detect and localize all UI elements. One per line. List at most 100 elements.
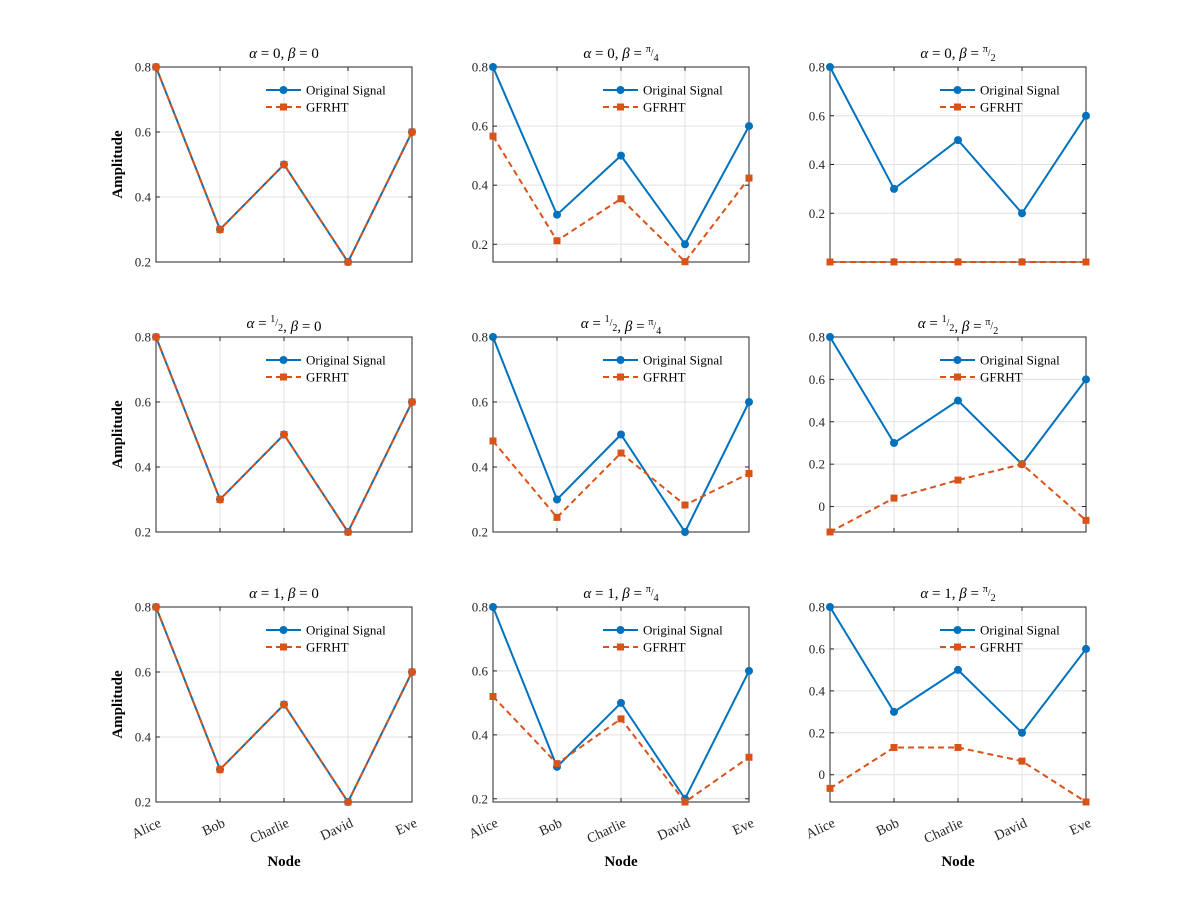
data-point-gfrht [954, 258, 962, 266]
data-point-original [617, 430, 625, 439]
panel-title-text: α = 0, β = 0 [249, 46, 319, 62]
panel-title: α = 0, β = π/2 [920, 44, 995, 64]
data-point-gfrht [553, 760, 561, 768]
title-part: 0 [944, 46, 952, 62]
title-part: = [630, 586, 646, 602]
legend-original-label: Original Signal [643, 83, 723, 98]
title-part: 1 [942, 314, 947, 325]
x-tick-label: Eve [1068, 816, 1094, 839]
legend-original-label: Original Signal [306, 353, 386, 368]
data-point-gfrht [344, 258, 352, 266]
x-tick-label: Bob [200, 816, 227, 839]
title-part: α [581, 316, 590, 332]
title-part: 1 [605, 314, 610, 325]
data-point-original [1082, 111, 1090, 120]
title-part: 4 [654, 53, 659, 64]
panel-title-text: α = 1/2, β = π/2 [918, 314, 998, 337]
title-part: 0 [314, 319, 322, 335]
legend-original-marker [953, 356, 962, 364]
x-tick-label: Alice [467, 816, 501, 842]
panel-title-text: α = 0, β = π/4 [583, 44, 658, 64]
y-axis-label: Amplitude [110, 130, 126, 199]
panel-title-text: α = 1/2, β = 0 [246, 314, 321, 335]
title-part: / [653, 321, 656, 332]
data-point-gfrht [954, 743, 962, 751]
title-part: π [646, 44, 651, 55]
panel-title-text: α = 1, β = 0 [249, 586, 319, 602]
data-point-gfrht [553, 513, 561, 521]
title-part: β [621, 586, 630, 602]
title-part: π [983, 44, 988, 55]
data-point-gfrht [826, 784, 834, 792]
data-point-gfrht [890, 494, 898, 502]
y-axis-label: Amplitude [110, 400, 126, 469]
y-tick-label: 0.8 [472, 330, 488, 345]
title-part: α [249, 46, 258, 62]
subplot-9: 0 0.2 0.4 0.6 0.8 Alice Bob Charlie David Eve Node… [804, 584, 1094, 870]
legend-original-marker [279, 356, 288, 364]
panel-title-text: α = 0, β = π/2 [920, 44, 995, 64]
x-tick-label: Charlie [922, 816, 966, 847]
legend-gfrht-marker [954, 103, 961, 111]
y-tick-label: 0.4 [135, 460, 152, 475]
data-point-gfrht [152, 603, 160, 611]
data-point-gfrht [617, 195, 625, 203]
title-part: , [615, 586, 623, 602]
title-part: β [287, 586, 296, 602]
title-part: α [918, 316, 927, 332]
title-part: / [988, 48, 991, 59]
title-part: = [295, 46, 311, 62]
title-part: , [952, 586, 960, 602]
data-point-gfrht [1082, 516, 1090, 524]
data-point-gfrht [280, 431, 288, 438]
title-part: = [257, 46, 273, 62]
title-part: , [615, 46, 623, 62]
legend-original-label: Original Signal [306, 83, 386, 98]
y-tick-label: 0.6 [135, 665, 152, 680]
title-part: β [287, 46, 296, 62]
legend-gfrht-label: GFRHT [980, 370, 1023, 385]
series-gfrht-line [829, 746, 1087, 803]
y-tick-label: 0.6 [135, 125, 152, 140]
y-tick-label: 0.2 [472, 237, 488, 252]
y-tick-label: 0.8 [809, 330, 825, 345]
data-point-original [1018, 728, 1026, 737]
y-tick-label: 0.4 [472, 727, 489, 742]
data-point-gfrht [681, 798, 689, 806]
title-part: 1 [607, 586, 615, 602]
title-part: 4 [656, 326, 661, 337]
y-tick-label: 0.6 [472, 395, 489, 410]
data-point-gfrht [745, 470, 753, 477]
title-part: = [257, 586, 273, 602]
legend-gfrht-marker [954, 373, 961, 381]
y-tick-label: 0.6 [809, 108, 826, 123]
legend-original-marker [616, 86, 625, 94]
legend: Original Signal GFRHT [940, 623, 1060, 655]
title-part: 2 [991, 53, 996, 64]
title-part: 1 [273, 586, 281, 602]
panel-title: α = 0, β = π/4 [583, 44, 658, 64]
data-point-gfrht [1018, 460, 1026, 468]
data-point-gfrht [745, 174, 753, 182]
data-point-gfrht [890, 743, 898, 751]
legend: Original Signal GFRHT [603, 83, 723, 115]
title-part: π [646, 584, 651, 595]
title-part: 2 [278, 323, 283, 334]
y-tick-label: 0.2 [135, 255, 151, 270]
panel-title-text: α = 1/2, β = π/4 [581, 314, 661, 337]
legend: Original Signal GFRHT [940, 83, 1060, 115]
title-part: = [926, 316, 942, 332]
y-tick-label: 0.4 [809, 683, 826, 698]
legend-original-label: Original Signal [643, 353, 723, 368]
y-tick-label: 0.6 [135, 395, 152, 410]
x-tick-label: Bob [874, 816, 901, 839]
subplot-1: 0.2 0.4 0.6 0.8 Amplitude α = 0, β = 0 Origina… [110, 46, 416, 270]
data-point-original [1018, 209, 1026, 218]
data-point-original [1082, 644, 1090, 653]
data-point-gfrht [489, 693, 497, 701]
title-part: , [283, 319, 291, 335]
panel-title: α = 1/2, β = 0 [246, 314, 321, 335]
legend-original-marker [279, 626, 288, 634]
